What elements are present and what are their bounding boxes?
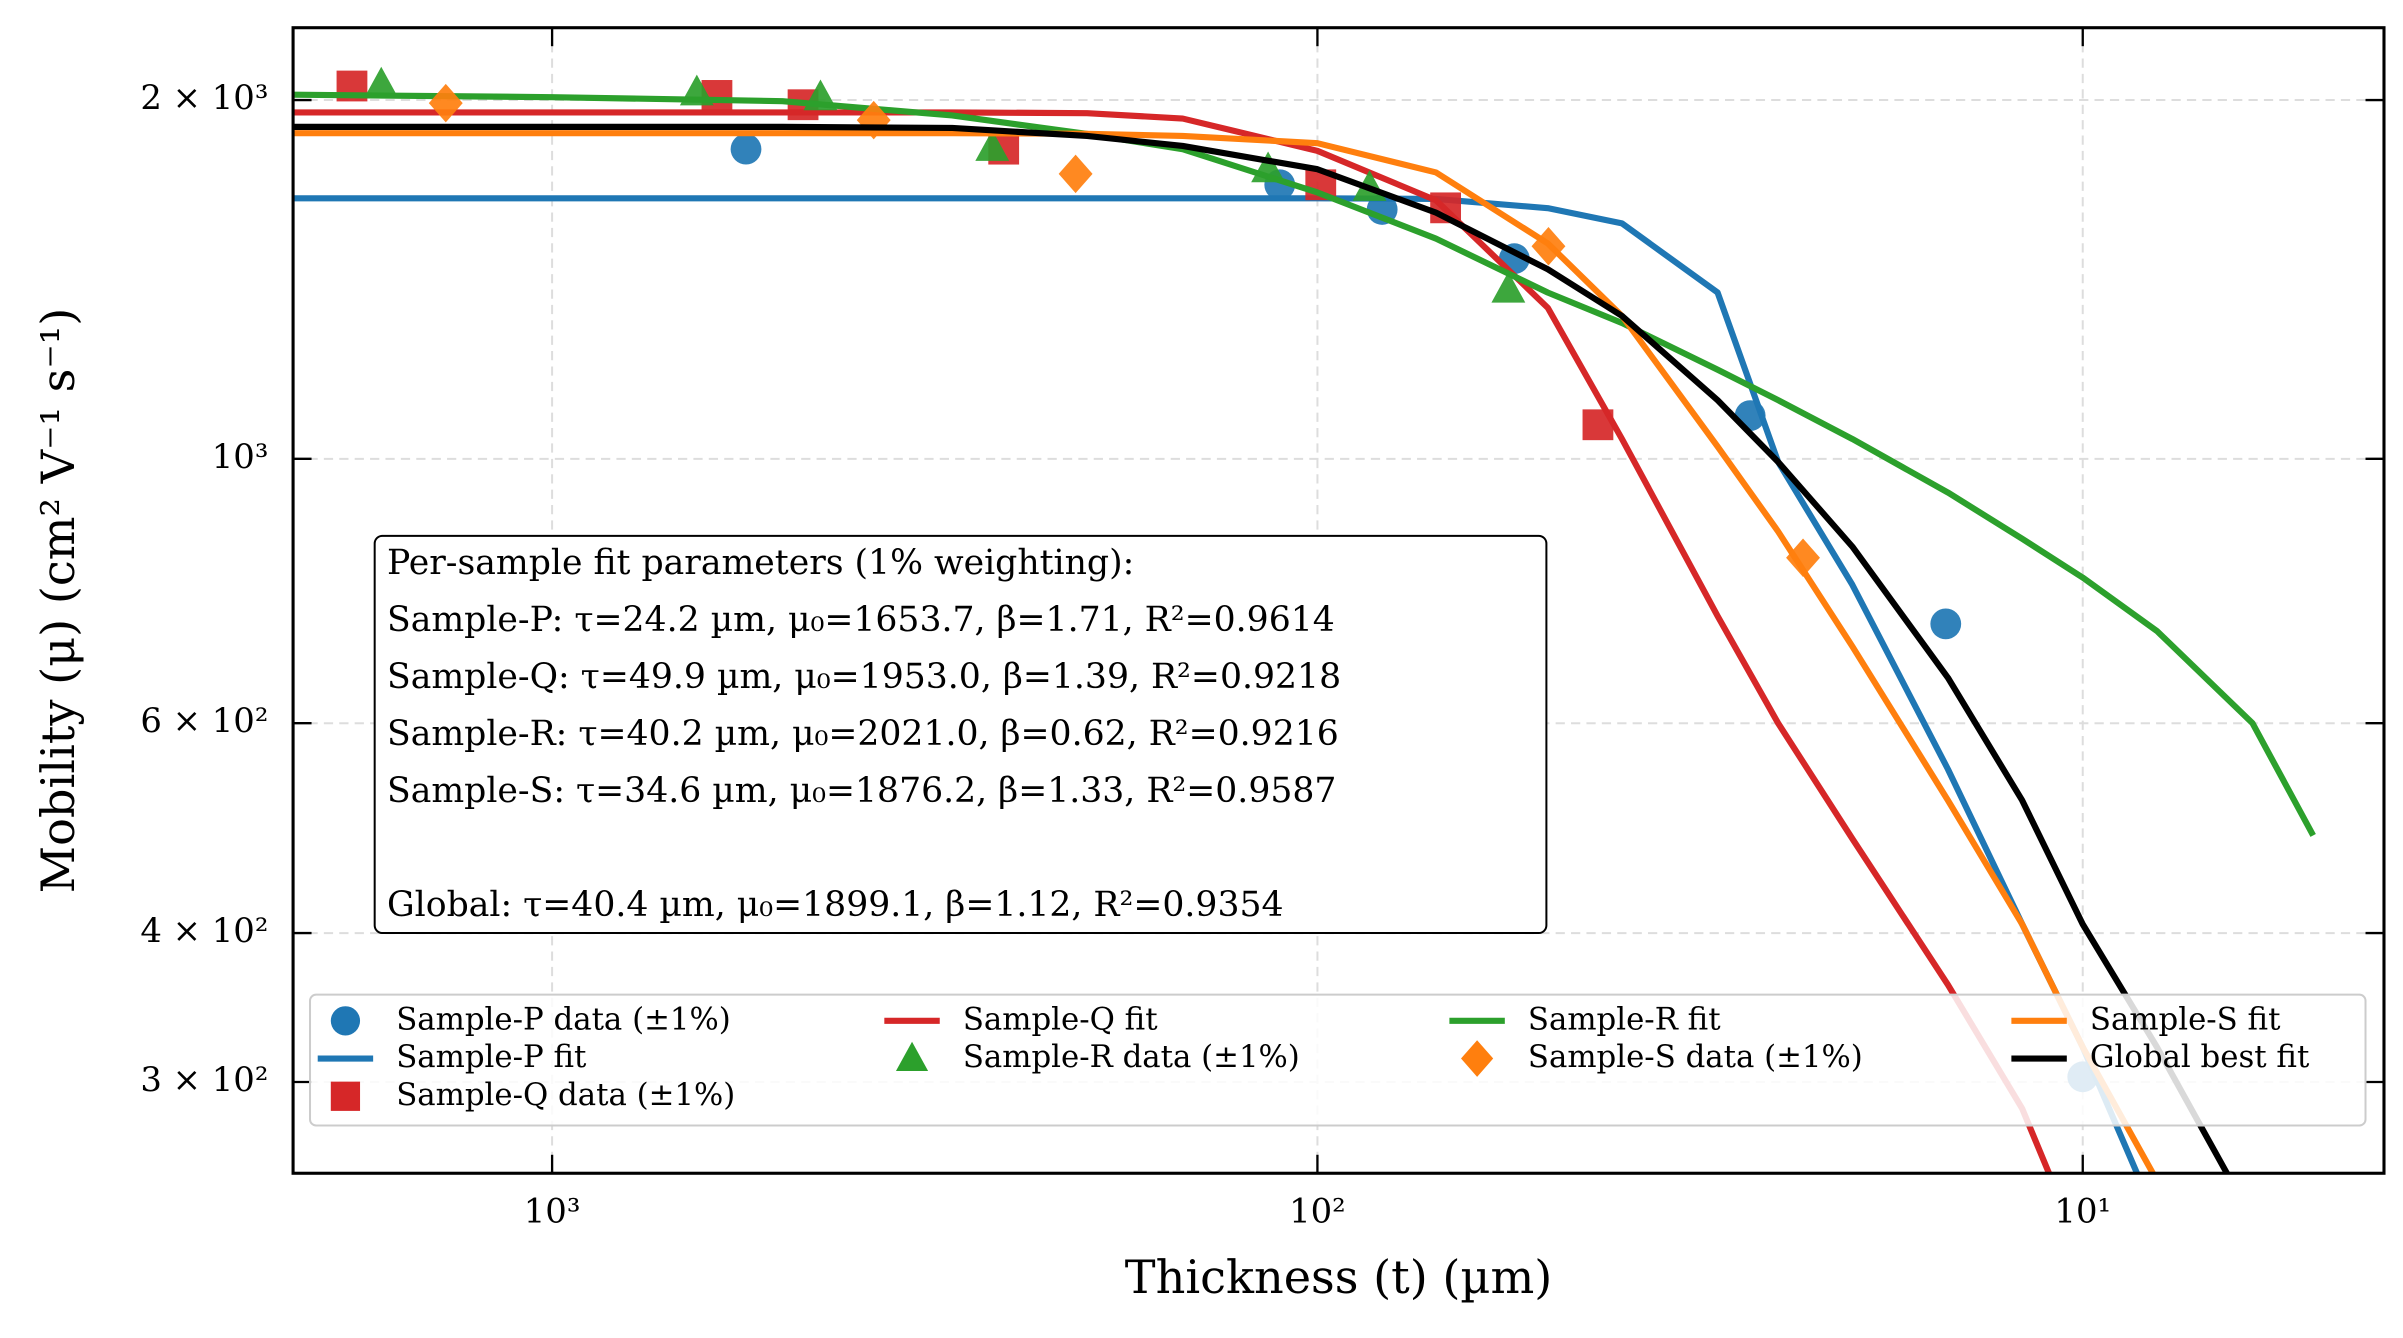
legend-item: Sample-P data (±1%) (330, 1001, 731, 1037)
fit-line (293, 123, 2231, 1174)
legend-label: Sample-R data (±1%) (963, 1039, 1300, 1075)
fit-line (293, 195, 2141, 1174)
legend-label: Sample-Q data (±1%) (396, 1077, 735, 1113)
annotation-line: Per-sample fit parameters (1% weighting)… (387, 543, 1134, 583)
data-point (1491, 271, 1526, 303)
legend-item: Sample-R fit (1449, 1001, 1721, 1037)
data-point (330, 1081, 361, 1111)
annotation-line: Sample-R: τ=40.2 µm, μ₀=2021.0, β=0.62, … (387, 714, 1339, 754)
axes-frame (291, 26, 2386, 1175)
legend-item: Sample-P fit (317, 1039, 587, 1075)
data-point (730, 133, 762, 165)
y-tick-label: 4 × 10² (140, 911, 268, 950)
y-tick-label: 6 × 10² (140, 701, 268, 740)
fit-line (293, 91, 2316, 837)
legend-label: Sample-P data (±1%) (396, 1001, 730, 1037)
annotation-line: Sample-P: τ=24.2 µm, μ₀=1653.7, β=1.71, … (387, 600, 1335, 640)
legend-label: Sample-Q fit (963, 1001, 1158, 1037)
legend-label: Sample-P fit (396, 1039, 587, 1075)
legend-label: Sample-S data (±1%) (1528, 1039, 1863, 1075)
data-point (1058, 154, 1093, 194)
data-point (1786, 538, 1820, 578)
data-point (895, 1041, 929, 1071)
annotation-line: Sample-Q: τ=49.9 µm, μ₀=1953.0, β=1.39, … (387, 657, 1341, 697)
legend-label: Sample-S fit (2090, 1001, 2281, 1037)
legend-item: Global best fit (2011, 1039, 2310, 1075)
y-tick-label: 3 × 10² (140, 1060, 268, 1099)
data-point (975, 130, 1010, 161)
legend: Sample-P data (±1%)Sample-P fitSample-Q … (317, 1001, 2310, 1113)
legend-label: Global best fit (2090, 1039, 2310, 1075)
data-point (1461, 1040, 1494, 1077)
y-axis-label: Mobility (μ) (cm² V⁻¹ s⁻¹) (31, 308, 85, 894)
data-point (364, 66, 399, 98)
data-point (330, 1006, 361, 1036)
legend-item: Sample-S fit (2011, 1001, 2281, 1037)
annotation-line: Sample-S: τ=34.6 µm, μ₀=1876.2, β=1.33, … (387, 771, 1336, 811)
y-tick-label: 10³ (212, 437, 269, 476)
legend-item: Sample-Q data (±1%) (330, 1077, 735, 1113)
plot-area (293, 66, 2316, 1174)
x-tick-label: 10³ (524, 1191, 581, 1230)
x-axis-label: Thickness (t) (µm) (1125, 1250, 1552, 1304)
y-tick-label: 2 × 10³ (140, 78, 268, 117)
x-tick-label: 10² (1289, 1191, 1346, 1230)
annotation-line: Global: τ=40.4 µm, μ₀=1899.1, β=1.12, R²… (387, 885, 1284, 925)
data-point (428, 83, 463, 123)
legend-item: Sample-R data (±1%) (895, 1039, 1300, 1075)
fit-line (293, 130, 2157, 1174)
ticks: 10³ 10² 10¹ 2 × 10³ 10³ 6 × 10² 4 × 10² 3 × 10² (140, 27, 2384, 1230)
data-point (1930, 608, 1962, 640)
legend-item: Sample-S data (±1%) (1461, 1039, 1863, 1077)
annotation: Per-sample fit parameters (1% weighting)… (387, 543, 1341, 925)
legend-item: Sample-Q fit (884, 1001, 1158, 1037)
x-tick-label: 10¹ (2054, 1191, 2111, 1230)
annotation-box (373, 534, 1548, 935)
legend-label: Sample-R fit (1528, 1001, 1721, 1037)
legend-box (309, 993, 2367, 1127)
